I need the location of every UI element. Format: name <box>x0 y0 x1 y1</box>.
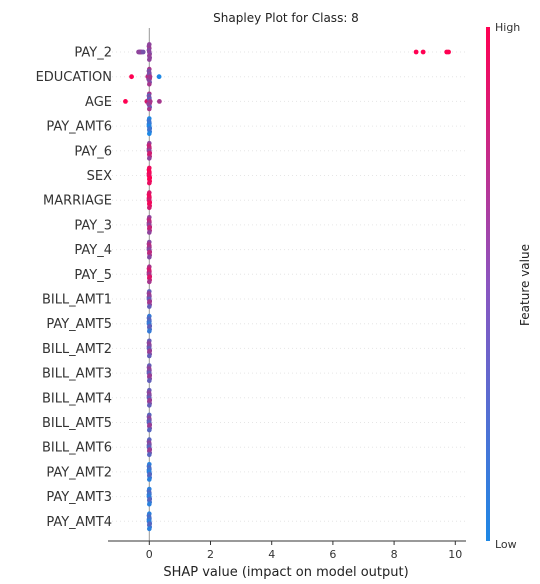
feature-label: PAY_2 <box>74 46 112 61</box>
x-axis-label: SHAP value (impact on model output) <box>163 565 408 580</box>
feature-label: BILL_AMT2 <box>42 342 112 357</box>
shap-point <box>147 496 153 502</box>
shap-point <box>147 131 152 136</box>
shap-points <box>123 42 451 532</box>
shap-point <box>147 526 152 532</box>
shap-point <box>147 472 153 477</box>
shap-point <box>147 82 152 87</box>
feature-label: BILL_AMT1 <box>42 293 112 308</box>
shap-point <box>147 403 152 408</box>
shap-point <box>147 180 152 186</box>
x-tick-label: 4 <box>268 548 275 561</box>
shap-point <box>147 274 153 280</box>
shap-point <box>147 205 152 211</box>
feature-label: BILL_AMT3 <box>42 367 112 382</box>
feature-label: EDUCATION <box>36 70 112 85</box>
feature-label: PAY_AMT5 <box>46 317 112 332</box>
shap-point <box>147 378 152 384</box>
feature-label: BILL_AMT5 <box>42 416 112 431</box>
shap-point <box>147 397 153 403</box>
shap-point <box>147 230 152 235</box>
shap-point <box>147 106 152 112</box>
grid-lines <box>108 51 466 522</box>
shap-point <box>147 452 152 458</box>
x-tick-label: 8 <box>391 548 398 561</box>
shap-point <box>147 299 153 304</box>
feature-label: MARRIAGE <box>43 194 112 209</box>
x-tick-label: 0 <box>146 548 153 561</box>
feature-label: PAY_3 <box>74 218 112 233</box>
feature-label: PAY_AMT2 <box>46 465 112 480</box>
shap-point <box>147 422 153 428</box>
shap-point <box>147 348 153 354</box>
feature-label: PAY_AMT3 <box>46 490 112 505</box>
colorbar-low-label: Low <box>495 538 517 551</box>
shap-point <box>147 447 153 453</box>
shap-point <box>147 427 152 433</box>
x-tick-label: 10 <box>448 548 462 561</box>
shap-point <box>147 279 152 285</box>
shap-point <box>147 126 153 131</box>
shap-point <box>147 254 152 260</box>
shap-point <box>413 49 419 55</box>
feature-labels: PAY_2 EDUCATION AGE PAY_AMT6 PAY_6 SEX MARRIAG… <box>36 46 113 530</box>
shap-point <box>147 329 152 334</box>
shap-point <box>129 74 134 80</box>
shap-point <box>147 373 153 378</box>
feature-label: PAY_AMT4 <box>46 515 112 530</box>
feature-label: AGE <box>85 95 112 110</box>
shap-point <box>147 156 152 161</box>
chart-title: Shapley Plot for Class: 8 <box>213 11 359 25</box>
feature-label: BILL_AMT4 <box>42 391 112 406</box>
shap-point <box>147 99 153 104</box>
shap-point <box>147 477 152 482</box>
feature-label: PAY_4 <box>74 243 112 258</box>
shap-point <box>147 521 153 527</box>
feature-label: PAY_AMT6 <box>46 120 112 135</box>
shap-point <box>147 200 153 206</box>
shap-point <box>147 353 152 359</box>
shap-point <box>147 57 152 62</box>
shap-point <box>157 99 162 104</box>
shap-point <box>420 49 426 55</box>
x-tick-label: 6 <box>329 548 336 561</box>
shap-point <box>147 175 153 181</box>
colorbar-title: Feature value <box>518 244 532 326</box>
shap-point <box>147 225 153 230</box>
shap-point <box>147 150 153 156</box>
shap-point <box>147 323 153 329</box>
colorbar-high-label: High <box>495 21 520 34</box>
shap-point <box>147 304 152 309</box>
shap-point <box>123 99 128 104</box>
shap-point <box>147 249 153 255</box>
shap-point <box>446 49 451 55</box>
x-tick-label: 2 <box>207 548 214 561</box>
shap-point <box>156 74 162 80</box>
colorbar <box>486 27 490 541</box>
feature-label: PAY_6 <box>74 144 112 159</box>
feature-label: PAY_5 <box>74 268 112 283</box>
shap-point <box>147 74 153 80</box>
shap-point <box>147 501 152 507</box>
x-axis-ticks: 0 2 4 6 8 10 <box>146 541 462 561</box>
feature-label: SEX <box>87 169 112 184</box>
shap-point <box>140 49 146 55</box>
feature-label: BILL_AMT6 <box>42 441 112 456</box>
